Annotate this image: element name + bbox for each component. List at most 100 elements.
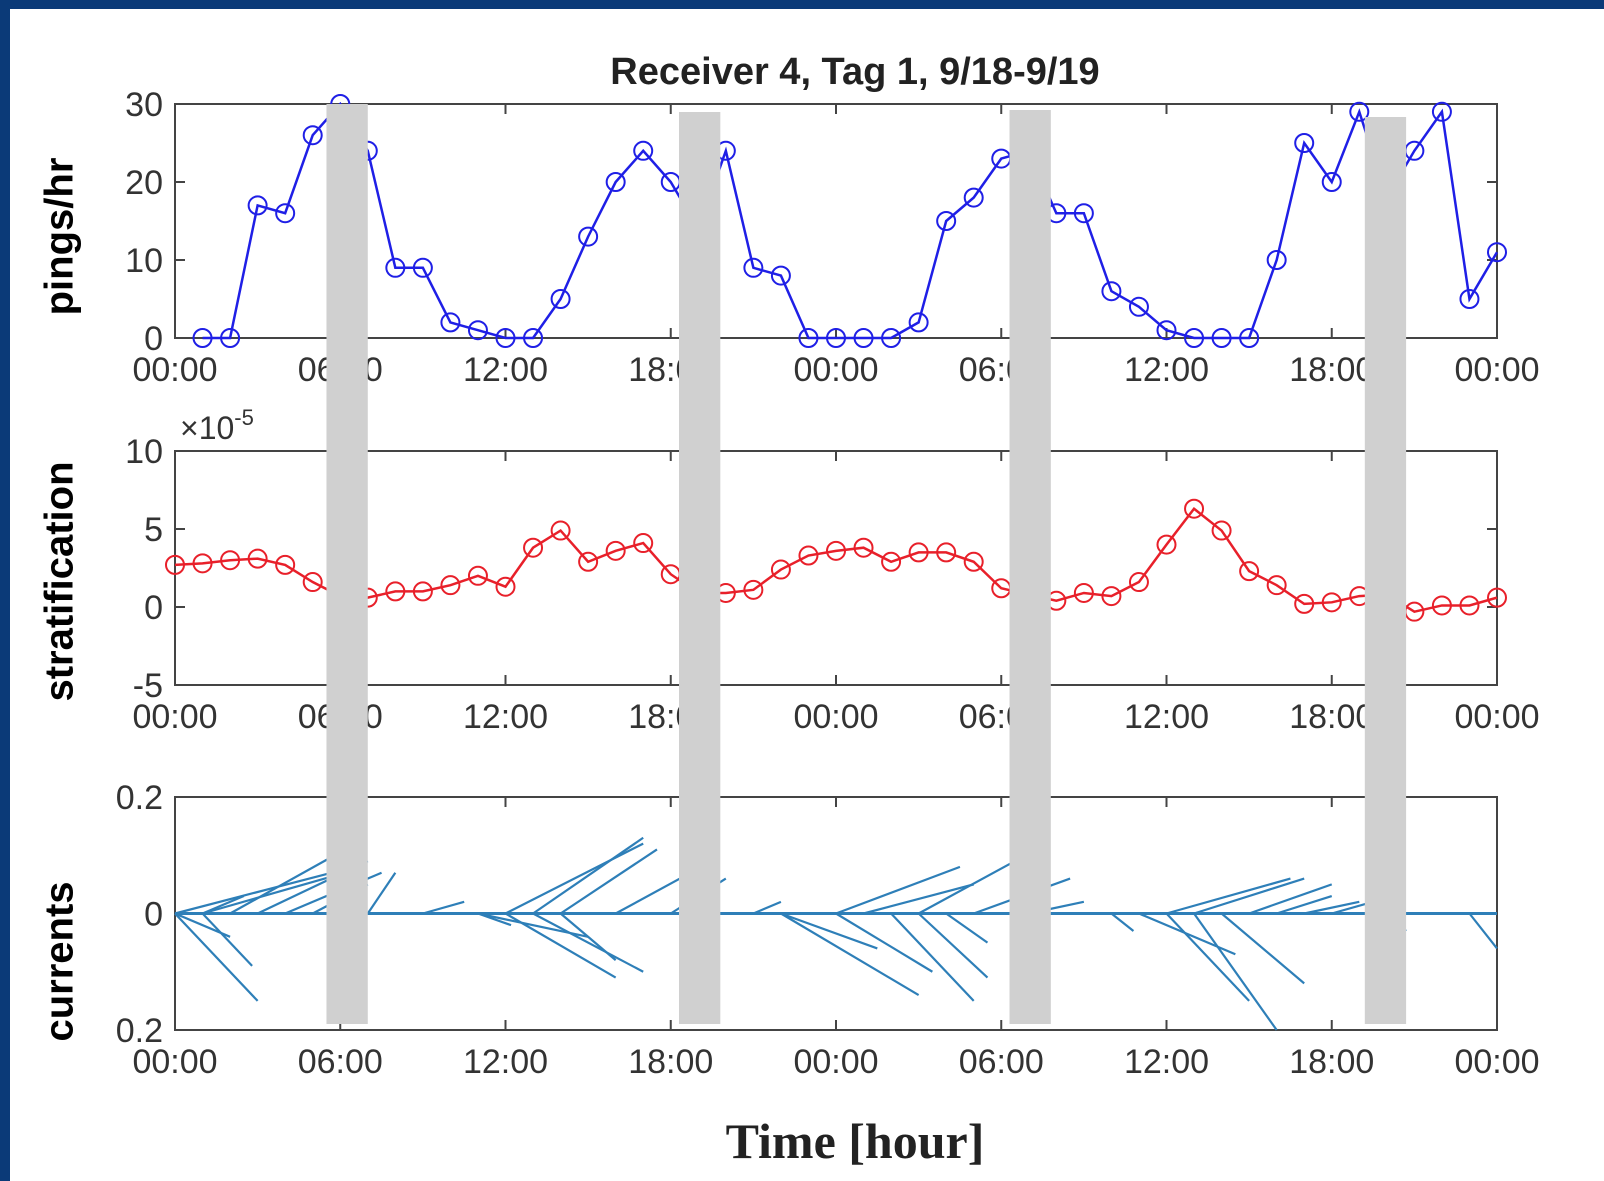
- data-point: [743, 257, 764, 278]
- data-point: [1431, 101, 1452, 122]
- x-tick-label: 00:00: [1454, 698, 1539, 736]
- current-stick: [174, 912, 259, 1002]
- data-point: [1487, 587, 1507, 608]
- data-point: [1266, 575, 1287, 596]
- y-tick-label: 0.2: [116, 779, 163, 817]
- data-point: [495, 576, 516, 597]
- data-point: [1239, 561, 1260, 582]
- current-stick: [201, 912, 253, 967]
- data-point: [1431, 595, 1452, 616]
- current-stick: [918, 860, 1016, 915]
- data-point: [1211, 520, 1232, 541]
- data-point: [633, 140, 654, 161]
- x-tick-label: 18:00: [1289, 351, 1374, 389]
- data-point: [302, 125, 323, 146]
- data-point: [247, 548, 268, 569]
- x-tick-label: 12:00: [1124, 1043, 1209, 1081]
- x-tick-label: 12:00: [463, 351, 548, 389]
- x-tick-label: 06:00: [298, 1043, 383, 1081]
- data-point: [247, 195, 268, 216]
- current-stick: [1166, 877, 1291, 915]
- x-tick-label: 00:00: [793, 1043, 878, 1081]
- data-point: [908, 542, 929, 563]
- x-tick-label: 18:00: [1289, 698, 1374, 736]
- x-tick-label: 12:00: [1124, 351, 1209, 389]
- y-multiplier-exponent: -5: [234, 405, 254, 430]
- data-point: [1266, 250, 1287, 270]
- data-point: [192, 553, 213, 574]
- current-stick: [229, 854, 336, 915]
- current-stick: [422, 900, 465, 915]
- data-point: [1294, 593, 1315, 614]
- data-point: [440, 312, 461, 333]
- data-point: [770, 265, 791, 286]
- data-point: [1156, 320, 1177, 341]
- data-point: [385, 581, 406, 602]
- current-stick: [1220, 912, 1305, 985]
- data-point: [908, 312, 929, 333]
- y-multiplier: ×10-5: [180, 405, 254, 446]
- current-stick: [1193, 877, 1305, 915]
- data-point: [385, 257, 406, 278]
- data-point: [881, 551, 902, 572]
- x-tick-label: 00:00: [793, 698, 878, 736]
- data-point: [1184, 328, 1205, 348]
- x-tick-label: 12:00: [1124, 698, 1209, 736]
- series-line-stratification: [174, 506, 1498, 614]
- x-tick-label: 12:00: [463, 1043, 548, 1081]
- data-point: [550, 289, 571, 309]
- gray-band: [1364, 117, 1407, 1024]
- data-point: [523, 537, 544, 558]
- y-tick-label: 20: [125, 164, 163, 202]
- y-tick-label: 0: [144, 896, 163, 934]
- data-point: [770, 559, 791, 580]
- data-point: [798, 545, 819, 566]
- data-point: [523, 328, 544, 348]
- x-tick-label: 00:00: [132, 1043, 217, 1081]
- x-axis-label: Time [hour]: [726, 1113, 985, 1169]
- data-point: [192, 328, 213, 348]
- data-point: [467, 565, 488, 586]
- x-tick-label: 00:00: [132, 351, 217, 389]
- y-axis-label-pings: pings/hr: [37, 157, 82, 316]
- current-stick: [1303, 900, 1360, 915]
- data-point: [1101, 281, 1122, 302]
- data-point: [1184, 498, 1205, 519]
- data-point: [1459, 595, 1480, 616]
- x-tick-label: 18:00: [1289, 1043, 1374, 1081]
- data-point: [412, 257, 433, 278]
- chart-title: Receiver 4, Tag 1, 9/18-9/19: [610, 51, 1099, 93]
- data-point: [220, 328, 241, 348]
- data-point: [302, 572, 323, 593]
- data-point: [1321, 592, 1342, 613]
- current-stick: [752, 900, 782, 915]
- data-point: [1073, 203, 1094, 224]
- current-stick: [505, 842, 644, 915]
- current-stick: [532, 836, 644, 915]
- x-tick-label: 00:00: [793, 351, 878, 389]
- data-point: [853, 537, 874, 558]
- data-point: [467, 320, 488, 341]
- x-tick-label: 06:00: [959, 1043, 1044, 1081]
- data-point: [1239, 328, 1260, 348]
- data-point: [1321, 172, 1342, 192]
- y-tick-label: 0: [144, 320, 163, 358]
- current-stick: [532, 912, 644, 973]
- data-point: [826, 328, 846, 348]
- current-stick: [835, 912, 933, 973]
- data-point: [165, 554, 185, 575]
- slide-frame: Receiver 4, Tag 1, 9/18-9/19 00:00 06:00 1…: [10, 9, 1604, 1181]
- current-stick: [504, 912, 617, 979]
- data-point: [550, 520, 571, 541]
- axes-box: [174, 450, 1498, 686]
- data-point: [936, 542, 957, 563]
- y-tick-label: 10: [125, 242, 163, 280]
- data-point: [963, 187, 984, 208]
- data-point: [412, 581, 433, 602]
- current-stick: [1468, 912, 1498, 950]
- data-point: [743, 579, 764, 600]
- data-point: [1101, 586, 1122, 607]
- data-point: [853, 328, 874, 348]
- data-point: [936, 211, 957, 231]
- x-tick-label: 00:00: [1454, 351, 1539, 389]
